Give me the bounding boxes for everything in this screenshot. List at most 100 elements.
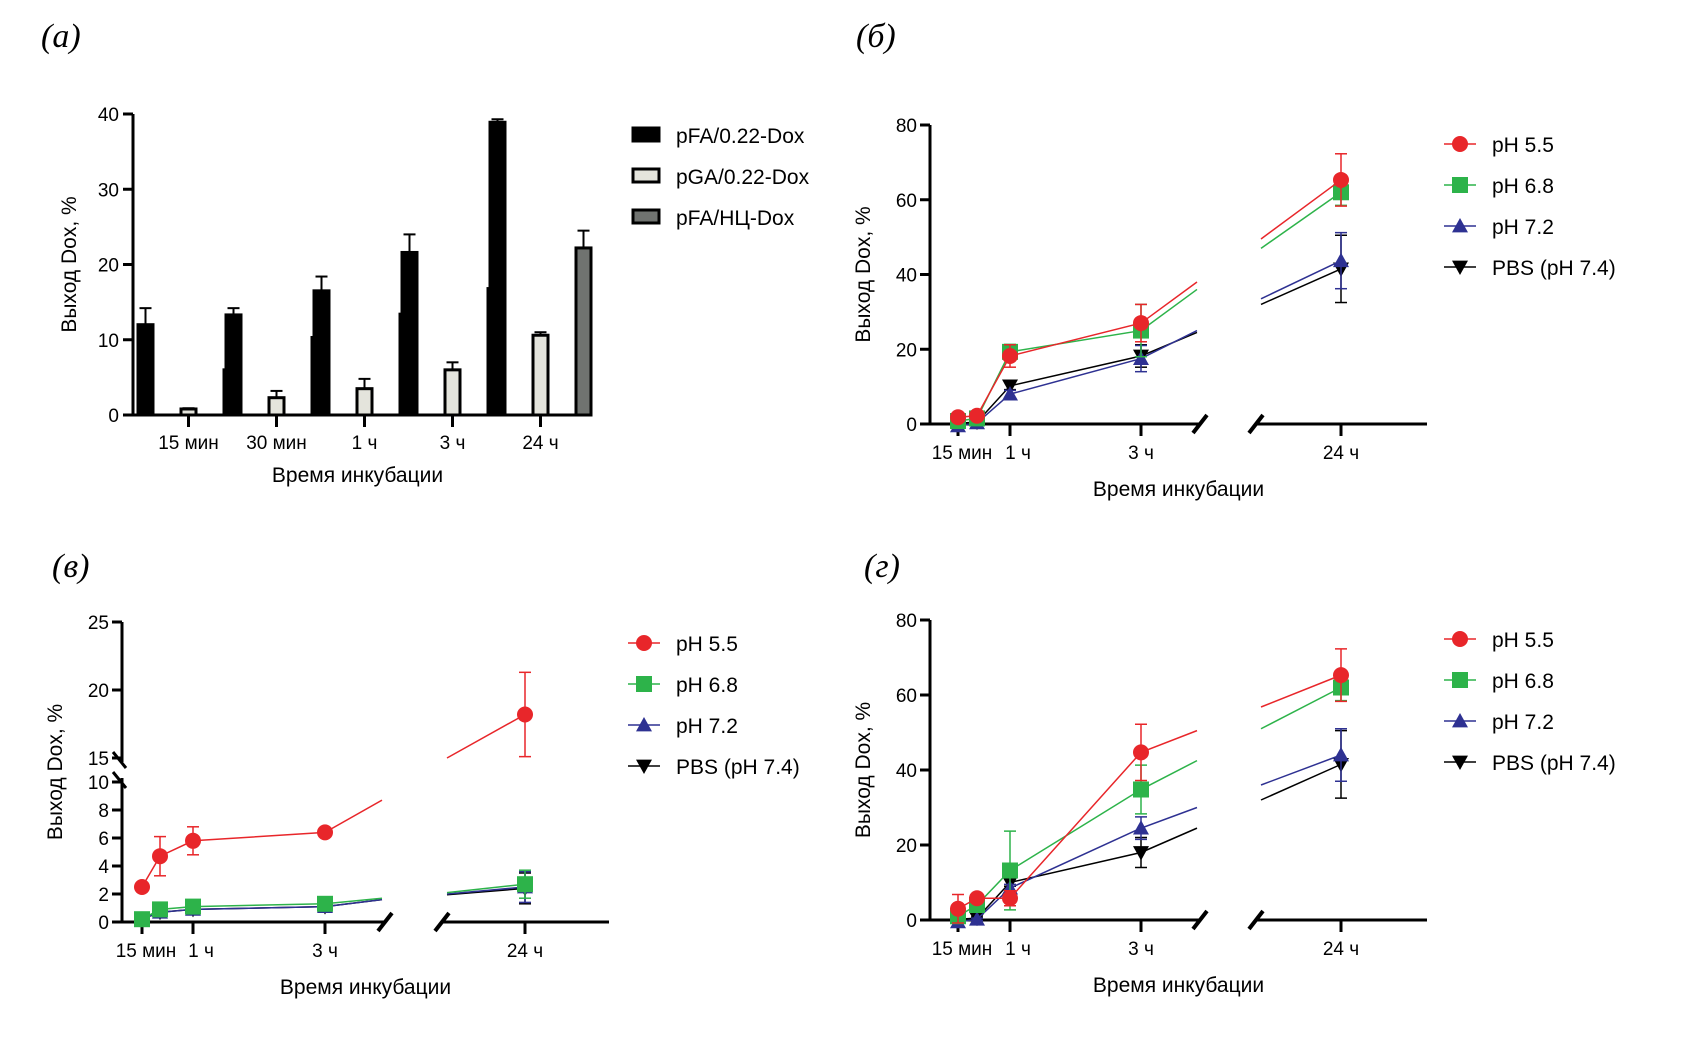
x-tick-label: 3 ч	[440, 433, 466, 454]
series-ph-7-2	[950, 231, 1349, 433]
chart-g	[920, 618, 1476, 932]
data-point	[969, 911, 985, 926]
x-tick-label: 15 мин	[932, 939, 993, 960]
series-line	[957, 806, 1198, 923]
data-point	[185, 832, 201, 849]
legend-label: PBS (pH 7.4)	[1492, 257, 1616, 280]
y-tick-label: 10	[88, 773, 109, 794]
y-tick-label: 40	[98, 105, 119, 126]
y-tick-label: 15	[88, 749, 109, 770]
bar	[443, 368, 462, 417]
legend-marker	[1452, 136, 1468, 152]
data-point	[1002, 347, 1018, 364]
x-break-mark	[1191, 413, 1209, 435]
bar	[488, 120, 507, 417]
series-line	[957, 729, 1198, 910]
series-ph-5-5	[950, 648, 1349, 924]
y-tick-label: 0	[108, 406, 119, 427]
legend-label: pH 5.5	[1492, 629, 1554, 652]
data-point	[950, 409, 966, 426]
data-point	[1133, 846, 1149, 861]
data-point	[1133, 315, 1149, 332]
data-point	[1333, 747, 1349, 762]
legend-marker-shape	[1452, 713, 1468, 728]
x-axis-label: Время инкубации	[1093, 478, 1264, 501]
y-break-mark	[111, 751, 128, 769]
series-line	[1260, 763, 1342, 801]
bar	[224, 313, 243, 417]
bar	[136, 323, 155, 417]
legend-label: pH 5.5	[676, 633, 738, 656]
series-line	[1260, 754, 1342, 786]
data-point	[517, 876, 533, 893]
legend-marker-shape	[1452, 136, 1468, 152]
data-point	[185, 898, 201, 915]
series-line	[141, 898, 383, 920]
legend-label: pGA/0.22-Dox	[676, 166, 810, 189]
y-tick-label: 6	[98, 829, 109, 850]
x-break-mark	[1247, 909, 1265, 931]
legend-marker	[1452, 260, 1468, 275]
series-ph-6-8	[950, 673, 1349, 925]
series-line	[957, 827, 1198, 920]
x-tick-label: 1 ч	[188, 941, 214, 962]
y-tick-label: 20	[98, 256, 119, 277]
series-line	[446, 887, 526, 896]
series-pbs-ph-7-4-	[950, 234, 1349, 432]
series-line	[141, 898, 383, 920]
legend-marker-shape	[1452, 755, 1468, 770]
legend-label: pH 7.2	[676, 715, 738, 738]
legend-swatch	[631, 126, 661, 143]
data-point	[317, 895, 333, 912]
data-point	[1333, 171, 1349, 188]
x-tick-label: 3 ч	[1128, 443, 1154, 464]
legend-marker-shape	[1452, 177, 1468, 193]
x-tick-label: 24 ч	[1323, 939, 1359, 960]
series-line	[1260, 179, 1342, 240]
legend-label: pFA/НЦ-Dox	[676, 207, 795, 230]
y-tick-label: 0	[906, 415, 917, 436]
legend-marker-shape	[1452, 218, 1468, 233]
legend-marker	[636, 759, 652, 774]
legend-label: pH 6.8	[676, 674, 738, 697]
x-tick-label: 3 ч	[312, 941, 338, 962]
legend-marker	[636, 676, 652, 692]
bar	[312, 289, 331, 417]
legend-marker	[1452, 631, 1468, 647]
series-line	[1260, 191, 1342, 249]
series-line	[446, 713, 526, 759]
y-tick-label: 10	[98, 331, 119, 352]
y-tick-label: 8	[98, 801, 109, 822]
data-point	[1333, 667, 1349, 684]
legend-marker	[636, 717, 652, 732]
y-tick-label: 40	[896, 266, 917, 287]
y-tick-label: 60	[896, 686, 917, 707]
x-tick-label: 1 ч	[1005, 443, 1031, 464]
series-line	[957, 331, 1198, 425]
y-axis-label: Выход Dox, %	[58, 196, 81, 332]
legend-marker-shape	[636, 676, 652, 692]
data-point	[1002, 890, 1018, 907]
y-tick-label: 80	[896, 116, 917, 137]
y-axis-label: Выход Dox, %	[852, 702, 875, 838]
y-tick-label: 0	[906, 911, 917, 932]
series-line	[1260, 686, 1342, 730]
chart-v	[111, 620, 660, 934]
bar	[355, 387, 374, 417]
data-point	[950, 900, 966, 917]
data-point	[1133, 744, 1149, 761]
series-line	[957, 759, 1198, 917]
y-tick-label: 20	[896, 836, 917, 857]
x-tick-label: 15 мин	[158, 433, 219, 454]
y-axis-label: Выход Dox, %	[852, 206, 875, 342]
y-tick-label: 60	[896, 191, 917, 212]
x-tick-label: 24 ч	[522, 433, 558, 454]
x-axis-label: Время инкубации	[272, 464, 443, 487]
data-point	[152, 901, 168, 918]
x-tick-label: 30 мин	[246, 433, 307, 454]
legend-marker-shape	[636, 635, 652, 651]
legend-marker-shape	[636, 717, 652, 732]
x-tick-label: 3 ч	[1128, 939, 1154, 960]
series-line	[1260, 674, 1342, 708]
